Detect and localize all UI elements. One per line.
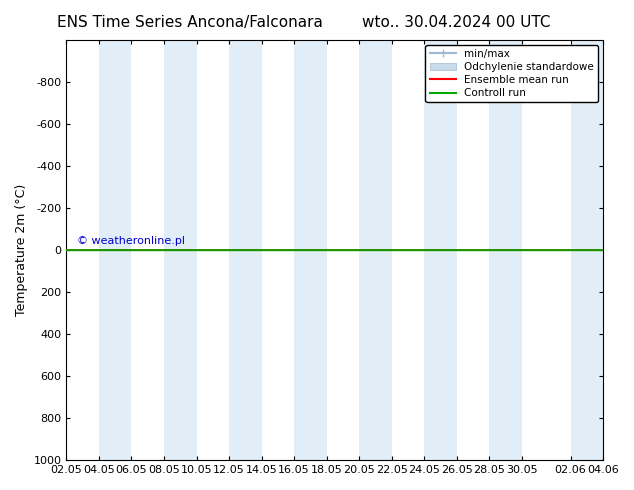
Text: © weatheronline.pl: © weatheronline.pl xyxy=(77,236,185,246)
Bar xyxy=(99,40,131,460)
Bar xyxy=(359,40,392,460)
Bar xyxy=(571,40,603,460)
Bar xyxy=(424,40,456,460)
Text: wto.. 30.04.2024 00 UTC: wto.. 30.04.2024 00 UTC xyxy=(362,15,551,30)
Legend: min/max, Odchylenie standardowe, Ensemble mean run, Controll run: min/max, Odchylenie standardowe, Ensembl… xyxy=(425,45,598,102)
Text: ENS Time Series Ancona/Falconara: ENS Time Series Ancona/Falconara xyxy=(57,15,323,30)
Y-axis label: Temperature 2m (°C): Temperature 2m (°C) xyxy=(15,184,28,316)
Bar xyxy=(229,40,262,460)
Bar xyxy=(489,40,522,460)
Bar xyxy=(294,40,327,460)
Bar xyxy=(164,40,197,460)
